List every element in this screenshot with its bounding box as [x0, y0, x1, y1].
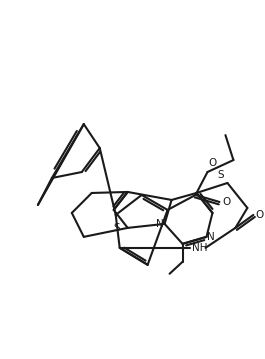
Text: NH: NH — [192, 243, 207, 253]
Text: N: N — [156, 219, 164, 229]
Text: O: O — [209, 158, 217, 168]
Text: O: O — [222, 197, 231, 207]
Text: S: S — [113, 223, 120, 233]
Text: N: N — [207, 232, 215, 242]
Text: S: S — [218, 170, 224, 180]
Text: O: O — [255, 210, 264, 220]
